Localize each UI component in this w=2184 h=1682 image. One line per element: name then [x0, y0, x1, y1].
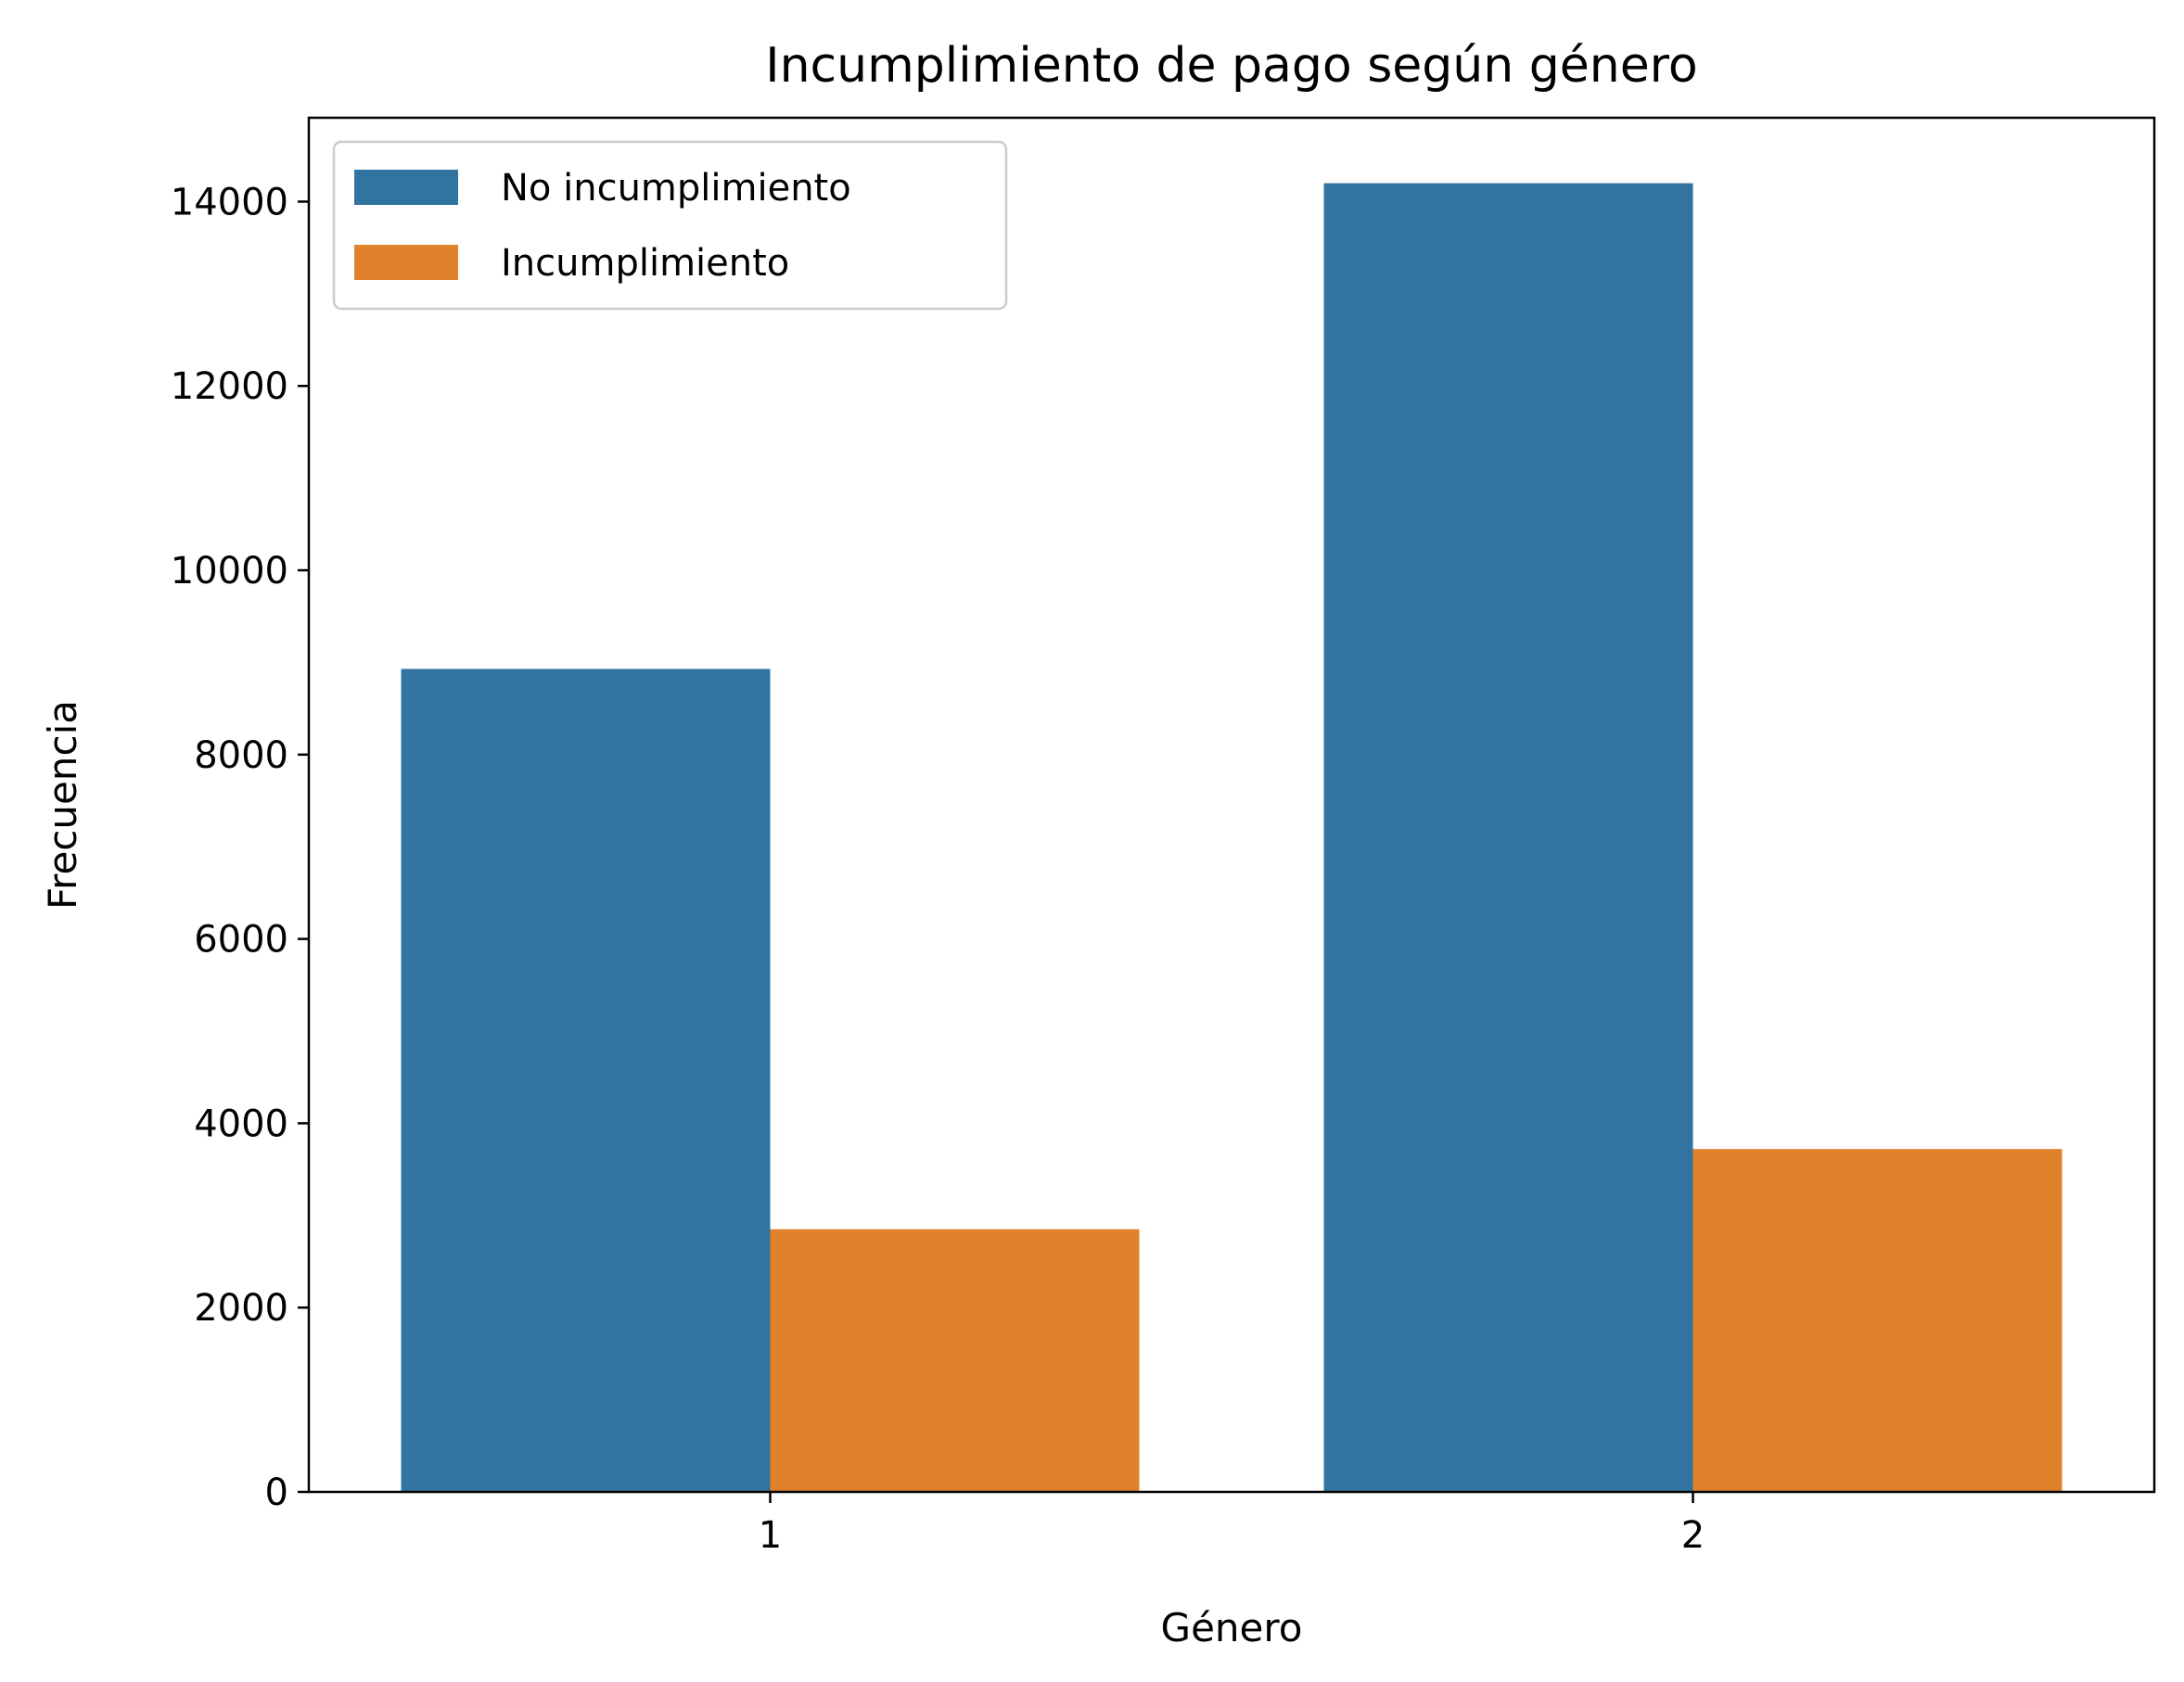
- y-axis: 0 2000 4000 6000 8000 10000 12000 14000: [171, 181, 309, 1514]
- legend: No incumplimiento Incumplimiento: [332, 140, 1008, 311]
- x-axis-label: Género: [1161, 1605, 1303, 1650]
- legend-label-incumplimiento: Incumplimiento: [501, 242, 789, 285]
- x-tick-label: 1: [759, 1514, 782, 1557]
- y-tick-label: 10000: [171, 550, 288, 593]
- bar-no-incumplimiento-2: [1323, 183, 1693, 1493]
- y-tick-label: 8000: [194, 734, 288, 777]
- y-tick-label: 2000: [194, 1287, 288, 1330]
- plot-frame: [307, 116, 2156, 1494]
- y-tick-label: 6000: [194, 919, 288, 962]
- y-tick-label: 12000: [171, 365, 288, 408]
- legend-label-no-incumplimiento: No incumplimiento: [501, 167, 851, 210]
- legend-swatch-no-incumplimiento: [354, 170, 458, 205]
- y-axis-label: Frecuencia: [40, 700, 85, 910]
- bar-incumplimiento-2: [1692, 1149, 2063, 1492]
- y-tick-label: 0: [265, 1472, 288, 1514]
- y-tick-label: 14000: [171, 181, 288, 223]
- plot-area: [401, 183, 2063, 1493]
- legend-box: [332, 140, 1008, 311]
- bar-no-incumplimiento-1: [401, 669, 771, 1492]
- legend-swatch-incumplimiento: [354, 245, 458, 280]
- y-tick-label: 4000: [194, 1102, 288, 1145]
- bar-incumplimiento-1: [770, 1229, 1140, 1492]
- x-tick-label: 2: [1681, 1514, 1705, 1557]
- chart-title: Incumplimiento de pago según género: [765, 38, 1697, 94]
